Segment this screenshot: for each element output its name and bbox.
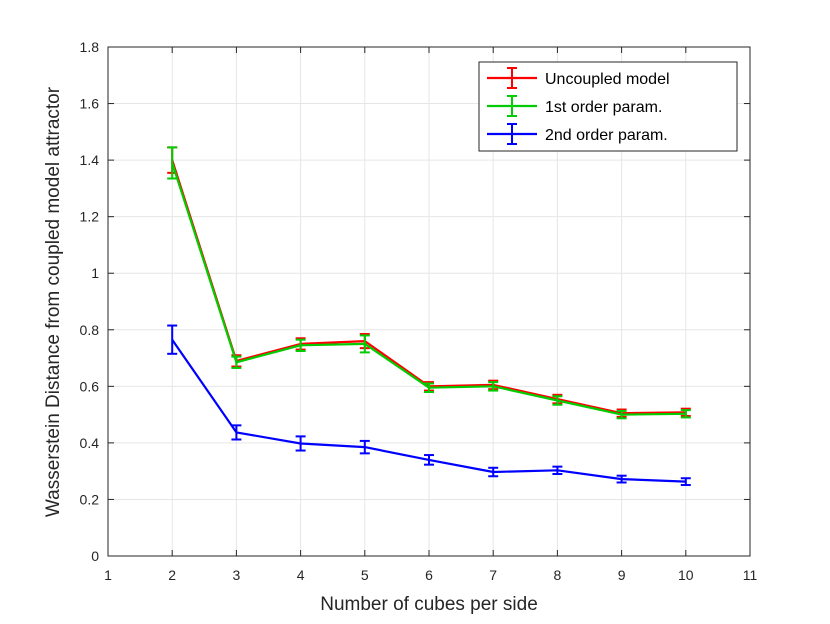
axes-box [107, 46, 751, 557]
error-bar [488, 466, 499, 478]
y-tick-label: 0.8 [80, 322, 100, 338]
error-bar [359, 439, 370, 455]
x-tick-label: 8 [554, 567, 562, 583]
legend-label: 2nd order param. [545, 127, 668, 144]
series-2 [167, 146, 691, 420]
series-3 [167, 324, 691, 487]
y-tick-label: 1.8 [80, 39, 100, 55]
error-bar [167, 146, 178, 180]
error-bar [616, 474, 627, 484]
error-bar [295, 338, 306, 352]
x-tick-label: 4 [297, 567, 305, 583]
y-tick-label: 1.4 [80, 152, 100, 168]
x-tick-label: 2 [168, 567, 176, 583]
x-tick-label: 5 [361, 567, 369, 583]
error-bar [167, 324, 178, 355]
error-bar [616, 409, 627, 420]
x-axis-label: Number of cubes per side [320, 594, 538, 615]
x-tick-label: 9 [618, 567, 626, 583]
x-tick-label: 7 [489, 567, 497, 583]
y-tick-label: 1 [91, 265, 99, 281]
y-tick-label: 0 [91, 548, 99, 564]
y-tick-label: 0.6 [80, 378, 100, 394]
legend-item: 2nd order param. [487, 123, 668, 145]
error-bar [359, 334, 370, 354]
error-bar [680, 477, 691, 487]
y-tick-label: 0.2 [80, 491, 100, 507]
y-axis-label: Wasserstein Distance from coupled model … [43, 86, 64, 517]
y-tick-label: 1.2 [80, 209, 100, 225]
error-bar [680, 409, 691, 419]
x-tick-label: 1 [104, 567, 112, 583]
error-bar [231, 355, 242, 369]
x-tick-label: 6 [425, 567, 433, 583]
y-tick-label: 0.4 [80, 435, 100, 451]
x-tick-label: 11 [743, 567, 758, 583]
error-bar [424, 454, 434, 466]
legend-label: 1st order param. [545, 99, 662, 116]
error-bar [552, 465, 563, 475]
error-bar [424, 382, 434, 393]
legend-item: 1st order param. [487, 95, 662, 117]
legend-item: Uncoupled model [487, 67, 670, 89]
error-bar [231, 424, 242, 441]
tick-labels: 1 2 3 4 5 6 7 8 9 10 11 0 0.2 0.4 0.6 0.8 1 1.2 1.4 1.6 1.8 [80, 39, 758, 583]
x-tick-label: 3 [233, 567, 241, 583]
error-bar [295, 435, 306, 452]
error-bar [488, 381, 499, 392]
series-layer [167, 146, 691, 487]
y-tick-label: 1.6 [80, 96, 100, 112]
legend: Uncoupled model 1st order param. 2nd order… [478, 61, 738, 152]
error-bar [552, 395, 563, 406]
x-tick-label: 10 [678, 567, 694, 583]
legend-label: Uncoupled model [545, 71, 670, 88]
